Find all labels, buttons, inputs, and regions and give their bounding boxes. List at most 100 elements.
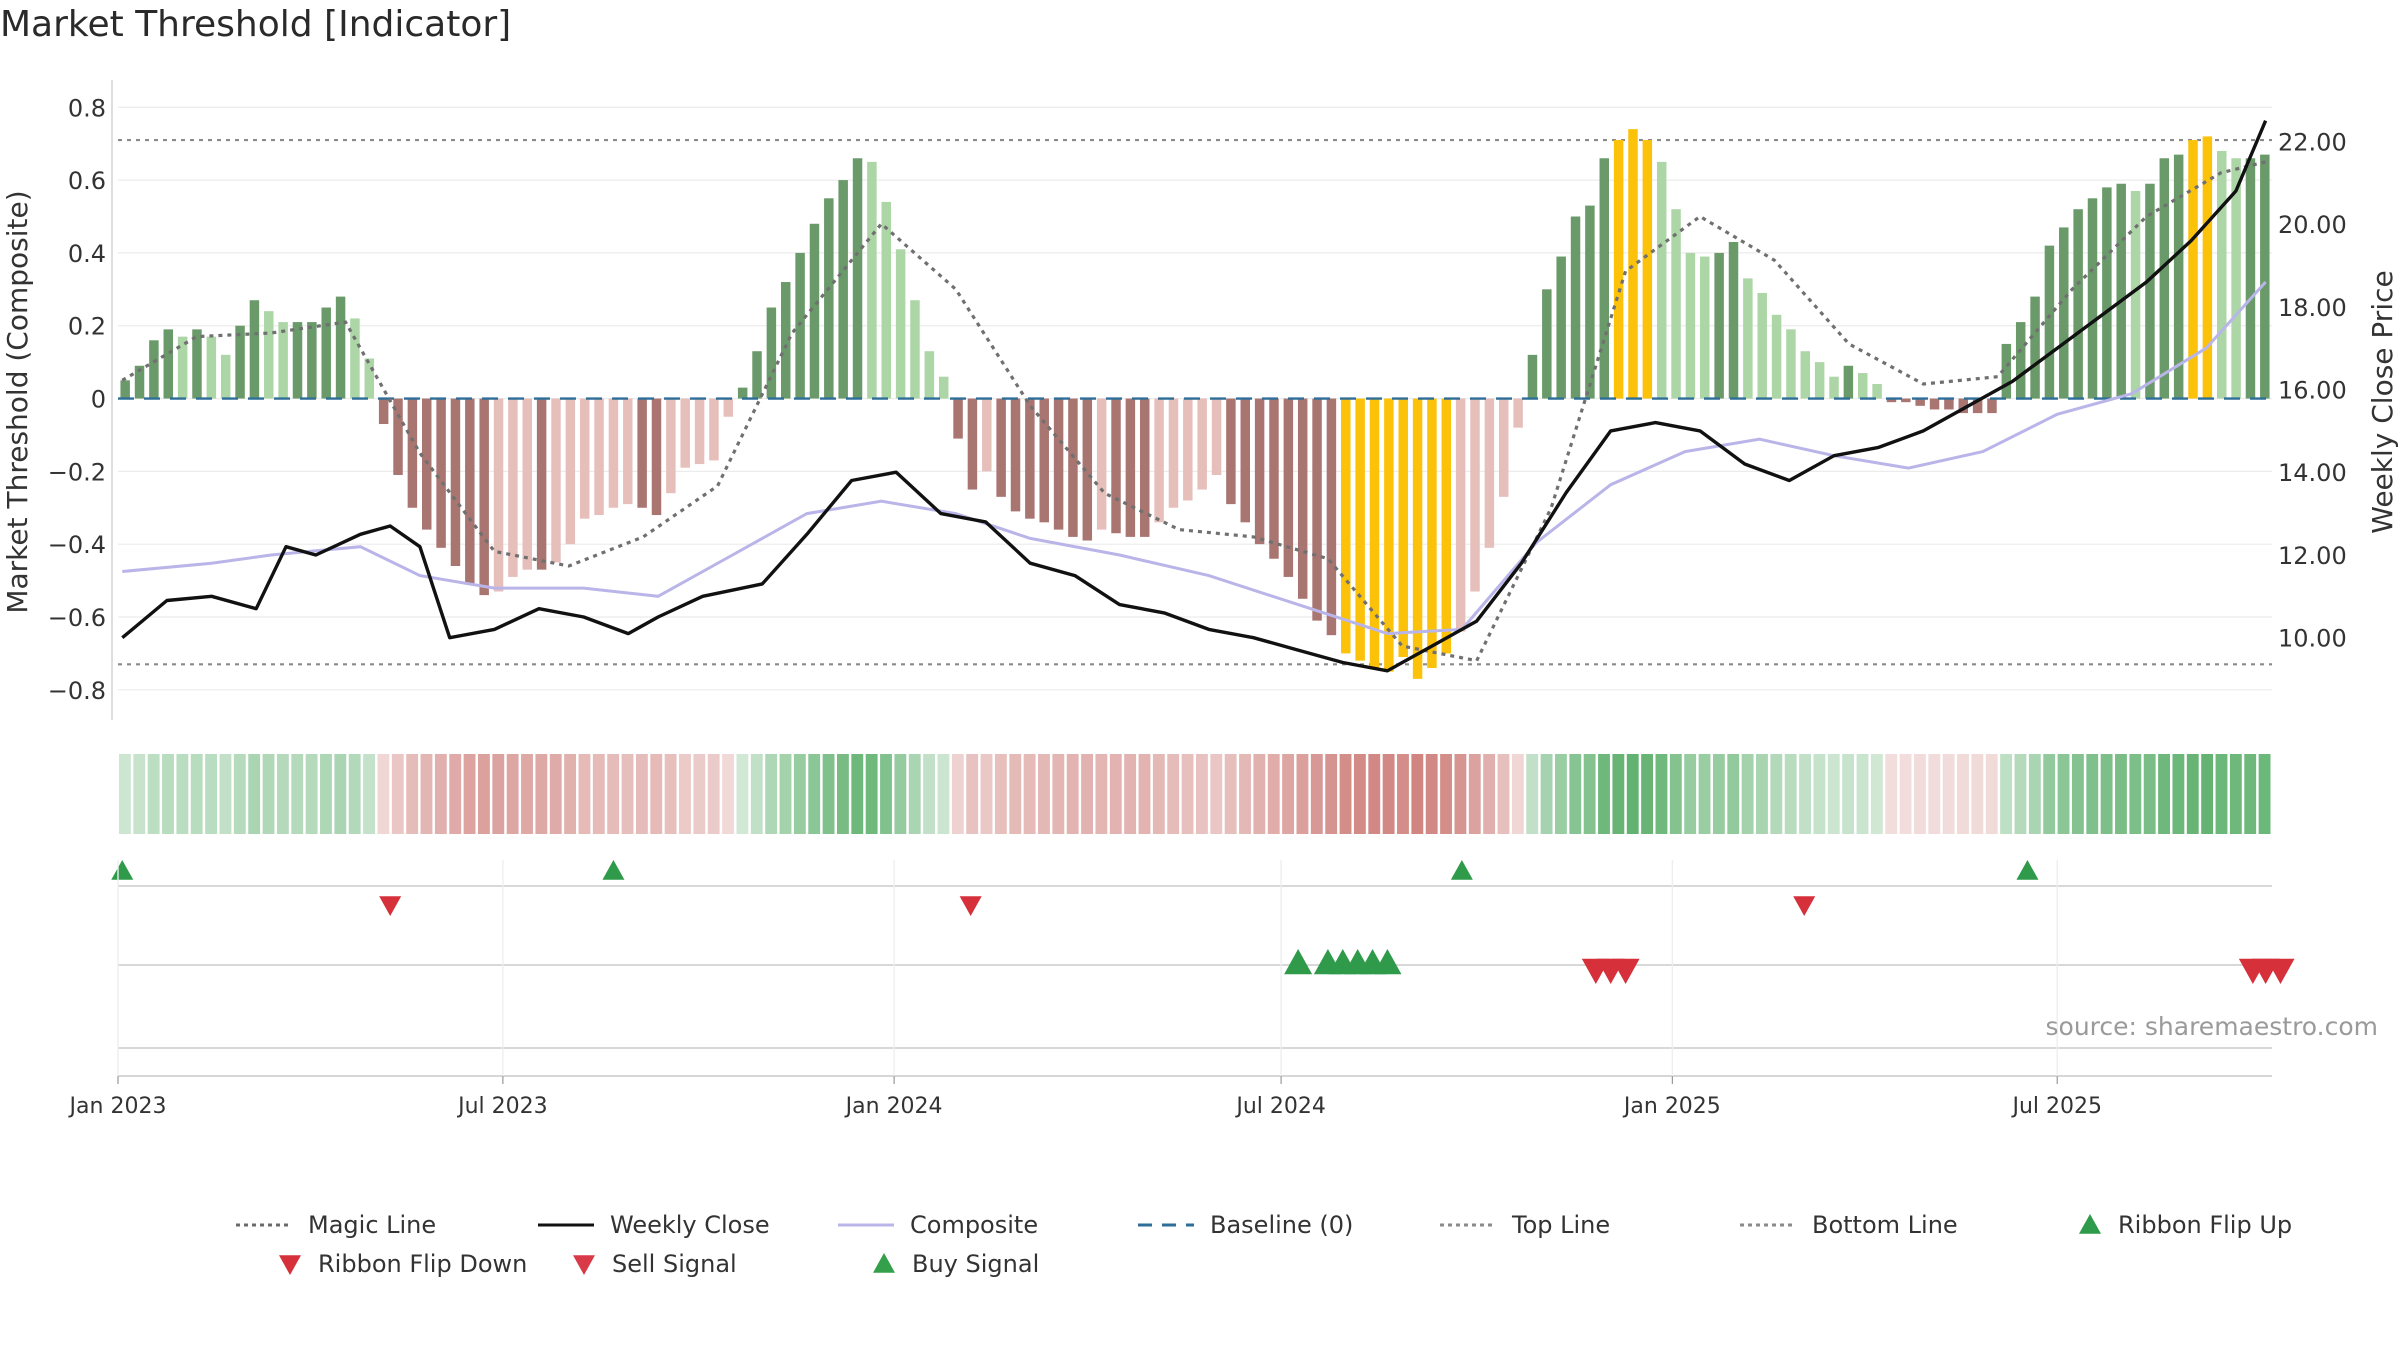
threshold-bar bbox=[120, 380, 130, 399]
ribbon-cell bbox=[1827, 754, 1840, 834]
ribbon-cell bbox=[722, 754, 734, 834]
threshold-bar bbox=[1269, 398, 1279, 559]
threshold-bar bbox=[264, 311, 274, 399]
ribbon-cell bbox=[937, 754, 950, 834]
ribbon-cell bbox=[621, 754, 634, 834]
threshold-bar bbox=[1326, 398, 1337, 636]
legend-item: Baseline (0) bbox=[1138, 1211, 1353, 1239]
ribbon-cell bbox=[434, 754, 447, 834]
threshold-bar bbox=[1025, 398, 1035, 519]
ribbon-cell bbox=[521, 754, 533, 834]
ribbon-cell bbox=[133, 754, 146, 834]
threshold-bar bbox=[1929, 398, 1940, 410]
threshold-bar bbox=[2217, 150, 2227, 399]
threshold-bar bbox=[536, 398, 547, 570]
threshold-bar bbox=[2231, 158, 2241, 399]
threshold-bar bbox=[307, 322, 317, 399]
composite-line bbox=[122, 280, 2267, 636]
ribbon-cell bbox=[1971, 754, 1984, 834]
threshold-bar bbox=[1829, 376, 1839, 399]
ribbon-cell bbox=[951, 754, 964, 834]
legend-item: Composite bbox=[838, 1211, 1038, 1239]
threshold-bar bbox=[2260, 154, 2270, 399]
threshold-bar bbox=[637, 398, 647, 508]
threshold-bar bbox=[1771, 314, 1782, 399]
x-tick-label: Jan 2024 bbox=[844, 1094, 943, 1119]
ribbon-flip-down-marker bbox=[379, 896, 402, 916]
legend-swatch bbox=[573, 1255, 595, 1275]
ribbon-cell bbox=[2028, 754, 2041, 834]
ribbon-cell bbox=[1511, 754, 1524, 834]
ribbon-cell bbox=[1325, 754, 1338, 834]
ribbon-cell bbox=[391, 754, 404, 834]
ribbon-cell bbox=[1239, 754, 1251, 834]
ribbon-cell bbox=[506, 754, 519, 834]
threshold-bar bbox=[192, 329, 202, 399]
threshold-bar bbox=[2030, 296, 2040, 399]
ribbon-cell bbox=[1655, 754, 1668, 834]
threshold-bar bbox=[2015, 322, 2026, 399]
threshold-bar bbox=[1140, 398, 1150, 537]
sell-signal-marker bbox=[2266, 958, 2295, 984]
threshold-bar bbox=[867, 161, 877, 399]
legend-label: Ribbon Flip Up bbox=[2118, 1211, 2292, 1239]
ribbon-cell bbox=[966, 754, 979, 834]
ribbon-cell bbox=[1095, 754, 1108, 834]
ribbon-cell bbox=[205, 754, 218, 834]
threshold-bar bbox=[579, 398, 590, 519]
ribbon-cell bbox=[1009, 754, 1022, 834]
threshold-bar bbox=[694, 398, 705, 465]
left-tick-label: −0.2 bbox=[48, 458, 106, 486]
x-tick-label: Jan 2025 bbox=[1622, 1094, 1721, 1119]
ribbon-cell bbox=[1712, 754, 1725, 834]
left-tick-label: −0.8 bbox=[48, 677, 106, 705]
threshold-bar bbox=[350, 318, 360, 399]
right-tick-label: 16.00 bbox=[2278, 377, 2347, 405]
ribbon-cell bbox=[1870, 754, 1883, 834]
ribbon-cell bbox=[1353, 754, 1366, 834]
sell-signal-marker bbox=[1611, 958, 1640, 984]
ribbon-cell bbox=[2215, 754, 2228, 834]
ribbon-cell bbox=[1612, 754, 1625, 834]
threshold-bar bbox=[938, 376, 949, 399]
legend-item: Top Line bbox=[1440, 1211, 1610, 1239]
legend-label: Baseline (0) bbox=[1210, 1211, 1353, 1239]
ribbon-cell bbox=[478, 754, 490, 834]
ribbon-cell bbox=[1397, 754, 1409, 834]
ribbon-cell bbox=[894, 754, 907, 834]
ribbon-cell bbox=[578, 754, 591, 834]
legend-item: Magic Line bbox=[236, 1211, 436, 1239]
ribbon-cell bbox=[2258, 754, 2271, 834]
ribbon-cell bbox=[1741, 754, 1754, 834]
ribbon-cell bbox=[2115, 754, 2127, 834]
threshold-bar bbox=[1743, 278, 1753, 399]
left-tick-label: 0.4 bbox=[68, 240, 106, 268]
left-tick-label: 0.8 bbox=[68, 94, 106, 122]
ribbon-cell bbox=[1641, 754, 1654, 834]
ribbon-cell bbox=[2244, 754, 2257, 834]
threshold-bar bbox=[1613, 140, 1624, 399]
threshold-bar bbox=[450, 398, 461, 567]
right-tick-label: 12.00 bbox=[2278, 542, 2347, 570]
threshold-bar bbox=[1341, 398, 1351, 654]
ribbon-cell bbox=[119, 754, 131, 834]
threshold-bar bbox=[1455, 398, 1466, 632]
ribbon-cell bbox=[262, 754, 275, 834]
threshold-bar bbox=[881, 201, 891, 399]
ribbon-cell bbox=[1555, 754, 1567, 834]
ribbon-cell bbox=[1411, 754, 1424, 834]
threshold-bar bbox=[1685, 252, 1696, 399]
threshold-bar bbox=[206, 336, 217, 399]
threshold-bar bbox=[321, 307, 331, 399]
threshold-bar bbox=[2073, 209, 2083, 399]
chart-title: Market Threshold [Indicator] bbox=[0, 4, 512, 45]
left-tick-label: 0.2 bbox=[68, 313, 106, 341]
ribbon-cell bbox=[908, 754, 921, 834]
ribbon-cell bbox=[1052, 754, 1065, 834]
ribbon-cell bbox=[1598, 754, 1610, 834]
threshold-bar bbox=[1068, 398, 1078, 537]
legend-label: Weekly Close bbox=[610, 1211, 770, 1239]
ribbon-cell bbox=[1138, 754, 1151, 834]
threshold-bar bbox=[781, 282, 791, 399]
threshold-bar bbox=[565, 398, 576, 545]
